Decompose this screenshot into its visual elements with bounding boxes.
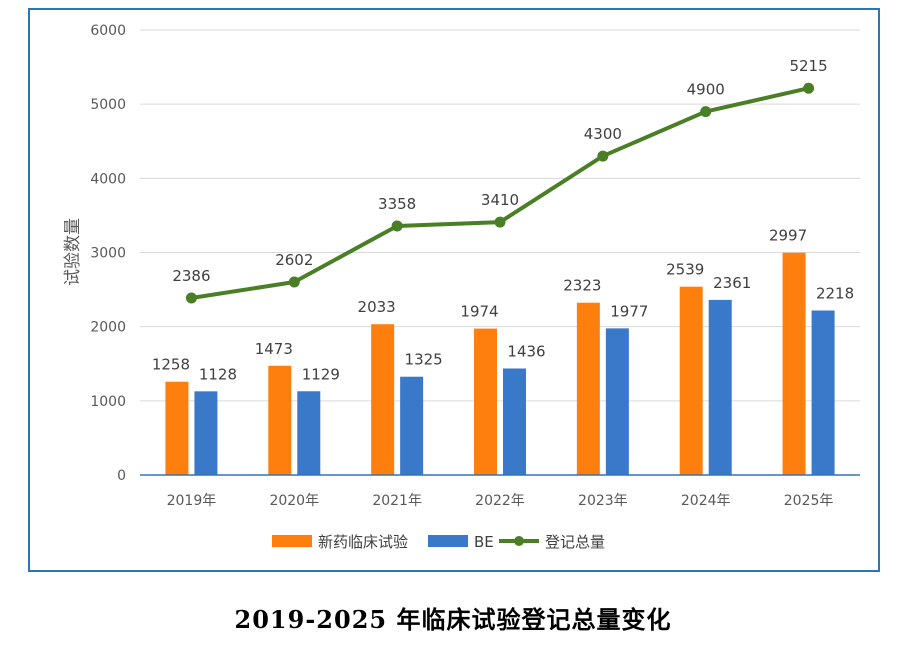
data-label-newdrug-4: 2323 bbox=[563, 277, 601, 295]
y-tick-label-2: 2000 bbox=[90, 320, 126, 336]
x-tick-label-6: 2025年 bbox=[784, 493, 834, 509]
bar-newdrug-4 bbox=[576, 302, 600, 475]
point-total-0 bbox=[185, 292, 197, 304]
chart-caption: 2019-2025 年临床试验登记总量变化 bbox=[234, 605, 672, 634]
data-label-total-4: 4300 bbox=[584, 125, 622, 143]
x-tick-label-2: 2021年 bbox=[372, 493, 422, 509]
y-tick-label-1: 1000 bbox=[90, 394, 126, 410]
point-total-5 bbox=[700, 106, 712, 118]
chart-frame bbox=[28, 8, 880, 572]
y-tick-label-5: 5000 bbox=[90, 97, 126, 113]
legend-label-2: 登记总量 bbox=[545, 533, 605, 551]
data-label-total-1: 2602 bbox=[275, 251, 313, 269]
bar-be-0 bbox=[194, 391, 218, 475]
bar-newdrug-5 bbox=[679, 286, 703, 475]
x-tick-label-3: 2022年 bbox=[475, 493, 525, 509]
data-label-total-3: 3410 bbox=[481, 191, 519, 209]
bar-be-3 bbox=[503, 368, 526, 475]
data-label-be-1: 1129 bbox=[302, 365, 340, 383]
data-label-newdrug-3: 1974 bbox=[460, 303, 498, 321]
bar-newdrug-2 bbox=[371, 324, 395, 475]
data-label-total-0: 2386 bbox=[172, 267, 210, 285]
bar-newdrug-1 bbox=[268, 365, 292, 475]
y-axis-label: 试验数量 bbox=[63, 218, 83, 286]
bar-newdrug-0 bbox=[165, 381, 189, 475]
point-total-2 bbox=[391, 220, 403, 232]
point-total-3 bbox=[494, 216, 506, 228]
y-tick-label-3: 3000 bbox=[90, 246, 126, 262]
legend-swatch-1 bbox=[428, 535, 468, 547]
data-label-be-2: 1325 bbox=[405, 351, 443, 369]
legend-marker-2 bbox=[514, 536, 524, 546]
bar-newdrug-6 bbox=[782, 252, 806, 475]
data-label-newdrug-1: 1473 bbox=[255, 340, 293, 358]
x-tick-label-1: 2020年 bbox=[269, 493, 319, 509]
legend-label-0: 新药临床试验 bbox=[318, 533, 408, 551]
data-label-total-5: 4900 bbox=[687, 81, 725, 99]
bar-newdrug-3 bbox=[474, 328, 497, 475]
data-label-newdrug-0: 1258 bbox=[152, 356, 190, 374]
y-tick-label-6: 6000 bbox=[90, 23, 126, 39]
bar-be-4 bbox=[605, 328, 629, 475]
point-total-6 bbox=[803, 82, 815, 94]
data-label-be-5: 2361 bbox=[713, 274, 751, 292]
data-label-total-6: 5215 bbox=[789, 57, 827, 75]
data-label-total-2: 3358 bbox=[378, 195, 416, 213]
bar-be-5 bbox=[708, 299, 732, 475]
data-label-be-4: 1977 bbox=[610, 302, 648, 320]
y-tick-label-4: 4000 bbox=[90, 171, 126, 187]
bar-be-1 bbox=[297, 391, 321, 475]
data-label-newdrug-2: 2033 bbox=[358, 298, 396, 316]
legend-swatch-0 bbox=[272, 535, 312, 547]
y-tick-label-0: 0 bbox=[117, 468, 126, 484]
x-tick-label-5: 2024年 bbox=[681, 493, 731, 509]
point-total-4 bbox=[597, 150, 609, 162]
bar-be-2 bbox=[400, 376, 424, 475]
data-label-be-3: 1436 bbox=[507, 342, 545, 360]
point-total-1 bbox=[288, 276, 300, 288]
legend-label-1: BE bbox=[474, 533, 494, 551]
bar-be-6 bbox=[811, 310, 835, 475]
data-label-newdrug-6: 2997 bbox=[769, 227, 807, 245]
data-label-be-0: 1128 bbox=[199, 365, 237, 383]
data-label-newdrug-5: 2539 bbox=[666, 261, 704, 279]
data-label-be-6: 2218 bbox=[816, 284, 854, 302]
x-tick-label-4: 2023年 bbox=[578, 493, 628, 509]
x-tick-label-0: 2019年 bbox=[167, 493, 217, 509]
